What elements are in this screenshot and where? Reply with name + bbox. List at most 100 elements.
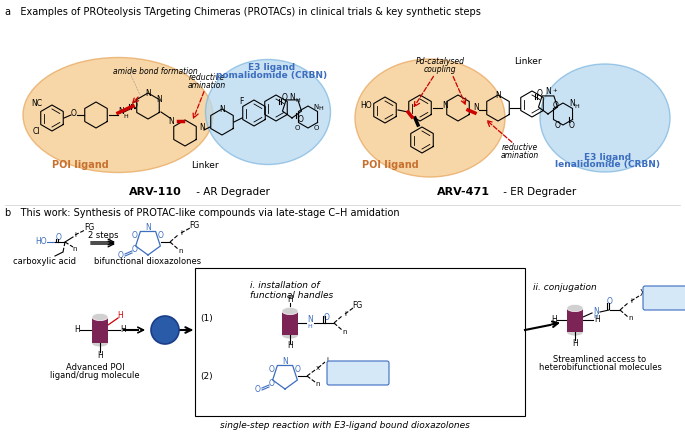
FancyBboxPatch shape: [643, 286, 685, 310]
Text: i. installation of: i. installation of: [250, 282, 319, 290]
Text: n: n: [73, 246, 77, 252]
Text: Ru: Ru: [155, 324, 174, 337]
Text: H: H: [287, 295, 293, 305]
Text: reductive: reductive: [502, 143, 538, 152]
Text: O: O: [298, 115, 304, 124]
Text: HO: HO: [360, 101, 372, 109]
Bar: [92, 317, 108, 330]
Text: single-step reaction with E3-ligand bound dioxazolones: single-step reaction with E3-ligand boun…: [220, 420, 470, 429]
Text: (1): (1): [201, 314, 213, 323]
Text: H: H: [308, 324, 312, 330]
Text: 2 steps: 2 steps: [88, 231, 119, 239]
Text: - ER Degrader: - ER Degrader: [500, 187, 576, 197]
Text: N: N: [313, 104, 319, 110]
Text: H: H: [117, 311, 123, 321]
Text: FG: FG: [352, 302, 362, 311]
Bar: [282, 311, 298, 335]
Text: N: N: [307, 315, 313, 324]
Text: O: O: [255, 384, 261, 394]
Text: O: O: [313, 125, 319, 131]
Ellipse shape: [282, 308, 298, 314]
Text: N: N: [199, 123, 205, 131]
Text: i: i: [344, 311, 346, 317]
Text: N: N: [442, 101, 448, 109]
Text: n: n: [342, 329, 347, 335]
Text: n: n: [629, 315, 633, 321]
Text: N: N: [219, 105, 225, 114]
Text: Cl: Cl: [32, 127, 40, 136]
Text: H: H: [575, 105, 580, 109]
Text: bifunctional dioxazolones: bifunctional dioxazolones: [95, 257, 201, 267]
Text: N: N: [145, 89, 151, 98]
Text: O: O: [324, 314, 330, 323]
Text: O: O: [569, 121, 575, 130]
Text: ligand/drug molecule: ligand/drug molecule: [50, 372, 140, 381]
Text: O: O: [295, 125, 299, 131]
Text: ARV-471: ARV-471: [436, 187, 490, 197]
Text: i: i: [180, 230, 182, 236]
Text: E3 ligand: E3 ligand: [249, 64, 295, 73]
Text: O: O: [132, 231, 138, 239]
Text: H: H: [551, 314, 557, 324]
Text: a   Examples of PROteolysis TArgeting Chimeras (PROTACs) in clinical trials & ke: a Examples of PROteolysis TArgeting Chim…: [5, 7, 481, 17]
Text: O: O: [158, 231, 164, 239]
Text: H: H: [287, 342, 293, 350]
Text: H: H: [572, 340, 578, 349]
Text: N: N: [473, 104, 479, 112]
Text: Linker: Linker: [514, 57, 542, 67]
Text: reductive: reductive: [189, 73, 225, 83]
Ellipse shape: [92, 340, 108, 346]
Text: X: X: [639, 289, 645, 299]
Ellipse shape: [567, 305, 583, 311]
Text: pomalidomide (CRBN): pomalidomide (CRBN): [216, 70, 327, 79]
Text: i: i: [326, 357, 328, 363]
Text: N: N: [593, 306, 599, 315]
Text: H: H: [120, 324, 126, 334]
Text: N: N: [168, 118, 174, 127]
Text: H: H: [97, 352, 103, 360]
Bar: [92, 317, 108, 343]
Text: - AR Degrader: - AR Degrader: [193, 187, 270, 197]
Bar: [567, 308, 583, 332]
Text: H: H: [319, 107, 323, 111]
Text: H: H: [594, 314, 600, 324]
Text: ii. conjugation: ii. conjugation: [533, 283, 597, 292]
Circle shape: [151, 316, 179, 344]
Text: O: O: [71, 108, 77, 118]
Text: b   This work: Synthesis of PROTAC-like compounds via late-stage C–H amidation: b This work: Synthesis of PROTAC-like co…: [5, 208, 399, 218]
Text: F: F: [239, 98, 243, 107]
Text: Linker: Linker: [191, 161, 219, 169]
Text: N: N: [569, 99, 575, 108]
Text: x: x: [316, 365, 320, 371]
Text: +: +: [552, 88, 557, 92]
Text: O: O: [555, 121, 561, 130]
Text: O: O: [607, 298, 613, 306]
Text: POI ligand: POI ligand: [362, 160, 419, 170]
Ellipse shape: [355, 59, 505, 177]
Text: ARV-110: ARV-110: [129, 187, 182, 197]
Text: H: H: [594, 314, 599, 320]
Text: FG: FG: [84, 223, 94, 232]
Text: O: O: [56, 232, 62, 241]
Text: Streamlined access to: Streamlined access to: [553, 356, 647, 365]
Text: carboxylic acid: carboxylic acid: [14, 257, 77, 267]
Text: O: O: [553, 101, 559, 109]
Text: n: n: [179, 248, 184, 254]
Ellipse shape: [567, 328, 583, 336]
Text: amide bond formation: amide bond formation: [112, 67, 197, 76]
Text: H: H: [74, 324, 80, 334]
Text: NC: NC: [32, 99, 42, 108]
Text: N: N: [118, 107, 124, 115]
Ellipse shape: [540, 64, 670, 172]
Text: O: O: [537, 89, 543, 98]
Text: O: O: [295, 365, 301, 374]
Ellipse shape: [206, 60, 330, 165]
Text: O: O: [269, 378, 275, 388]
Text: coupling: coupling: [424, 64, 456, 73]
FancyBboxPatch shape: [327, 361, 389, 385]
Text: N: N: [145, 223, 151, 232]
Text: H: H: [296, 98, 301, 102]
Bar: [195, 268, 525, 416]
Text: amination: amination: [501, 150, 539, 159]
Text: lenalidomide (CRBN): lenalidomide (CRBN): [556, 161, 660, 169]
